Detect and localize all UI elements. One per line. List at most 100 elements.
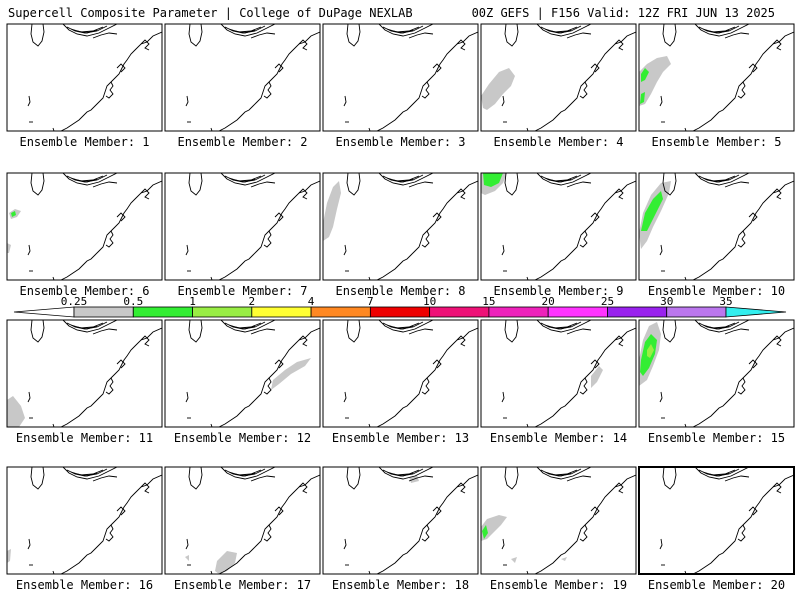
- coastline: [392, 178, 414, 183]
- coastline: [92, 328, 118, 335]
- coastline: [105, 230, 114, 248]
- coastline: [662, 320, 677, 343]
- coastline: [724, 328, 750, 335]
- coastline: [724, 475, 750, 482]
- panel-border: [164, 319, 321, 428]
- coastline: [30, 320, 45, 343]
- coastline: [105, 524, 114, 542]
- coastline: [504, 173, 519, 196]
- coastline: [188, 467, 203, 490]
- coastline: [544, 322, 578, 329]
- coastline: [702, 26, 736, 33]
- coastline: [70, 175, 104, 182]
- coastline: [62, 320, 118, 333]
- coastline: [30, 24, 45, 47]
- member-label: Ensemble Member: 18: [332, 578, 469, 592]
- coastline: [76, 472, 98, 477]
- member-label: Ensemble Member: 19: [490, 578, 627, 592]
- coastline: [378, 173, 434, 186]
- coastline: [748, 212, 758, 222]
- panel-border: [322, 466, 479, 575]
- coastline: [27, 95, 31, 107]
- panel-border: [322, 319, 479, 428]
- panel-border: [164, 23, 321, 132]
- coastline: [432, 359, 442, 369]
- coastline: [218, 474, 320, 574]
- coastline: [386, 322, 420, 329]
- coastline: [708, 472, 730, 477]
- coastline: [550, 472, 572, 477]
- ensemble-panel-4: Ensemble Member: 4: [480, 23, 637, 149]
- coastline: [692, 474, 794, 574]
- coastline: [62, 173, 118, 186]
- ensemble-panel-12: Ensemble Member: 12: [164, 319, 321, 445]
- coastline: [62, 24, 118, 37]
- panel-border: [480, 319, 637, 428]
- coastline: [92, 181, 118, 188]
- colorbar-tick-label: 15: [482, 295, 495, 308]
- panel-border: [6, 319, 163, 428]
- ensemble-panel-8: Ensemble Member: 8: [322, 172, 479, 298]
- coastline: [185, 538, 189, 550]
- coastline: [220, 320, 276, 333]
- coastline: [421, 81, 430, 99]
- colorbar-tick-label: 20: [542, 295, 555, 308]
- ensemble-panel-16: Ensemble Member: 16: [6, 466, 163, 592]
- coastline: [263, 81, 272, 99]
- coastline: [456, 482, 466, 494]
- panel-border: [6, 466, 163, 575]
- coastline: [228, 469, 262, 476]
- coastline: [456, 335, 466, 347]
- coastline: [501, 538, 505, 550]
- coastline: [748, 359, 758, 369]
- scp-area-green: [482, 525, 488, 539]
- colorbar-arrow-low: [13, 306, 75, 318]
- coastline: [70, 322, 104, 329]
- scp-area-gray: [561, 557, 567, 561]
- colorbar-bin: [547, 306, 608, 318]
- coastline: [590, 63, 600, 73]
- coastline: [708, 178, 730, 183]
- colorbar-bin: [607, 306, 668, 318]
- coastline: [343, 538, 347, 550]
- ensemble-panel-6: Ensemble Member: 6: [6, 172, 163, 298]
- coastline: [421, 524, 430, 542]
- coastline: [218, 327, 320, 427]
- coastline: [432, 63, 442, 73]
- scp-area-gray: [185, 555, 189, 561]
- coastline: [421, 377, 430, 395]
- coastline: [737, 81, 746, 99]
- ensemble-panel-3: Ensemble Member: 3: [322, 23, 479, 149]
- coastline: [274, 359, 284, 369]
- member-label: Ensemble Member: 4: [493, 135, 623, 149]
- colorbar-bin: [251, 306, 312, 318]
- coastline: [504, 24, 519, 47]
- coastline: [614, 482, 624, 494]
- coastline: [748, 506, 758, 516]
- coastline: [218, 180, 320, 280]
- coastline: [220, 467, 276, 480]
- coastline: [60, 474, 162, 574]
- coastline: [188, 24, 203, 47]
- member-label: Ensemble Member: 7: [177, 284, 307, 298]
- coastline: [544, 175, 578, 182]
- coastline: [116, 359, 126, 369]
- member-label: Ensemble Member: 3: [335, 135, 465, 149]
- coastline: [694, 24, 750, 37]
- member-label: Ensemble Member: 5: [651, 135, 781, 149]
- coastline: [392, 29, 414, 34]
- ensemble-panel-20: Ensemble Member: 20: [638, 466, 795, 592]
- coastline: [76, 29, 98, 34]
- coastline: [692, 180, 794, 280]
- coastline: [659, 244, 663, 256]
- ensemble-panel-14: Ensemble Member: 14: [480, 319, 637, 445]
- coastline: [220, 24, 276, 37]
- coastline: [659, 538, 663, 550]
- coastline: [228, 26, 262, 33]
- coastline: [432, 506, 442, 516]
- colorbar-bin: [310, 306, 371, 318]
- member-label: Ensemble Member: 6: [19, 284, 149, 298]
- coastline: [140, 188, 150, 200]
- coastline: [386, 469, 420, 476]
